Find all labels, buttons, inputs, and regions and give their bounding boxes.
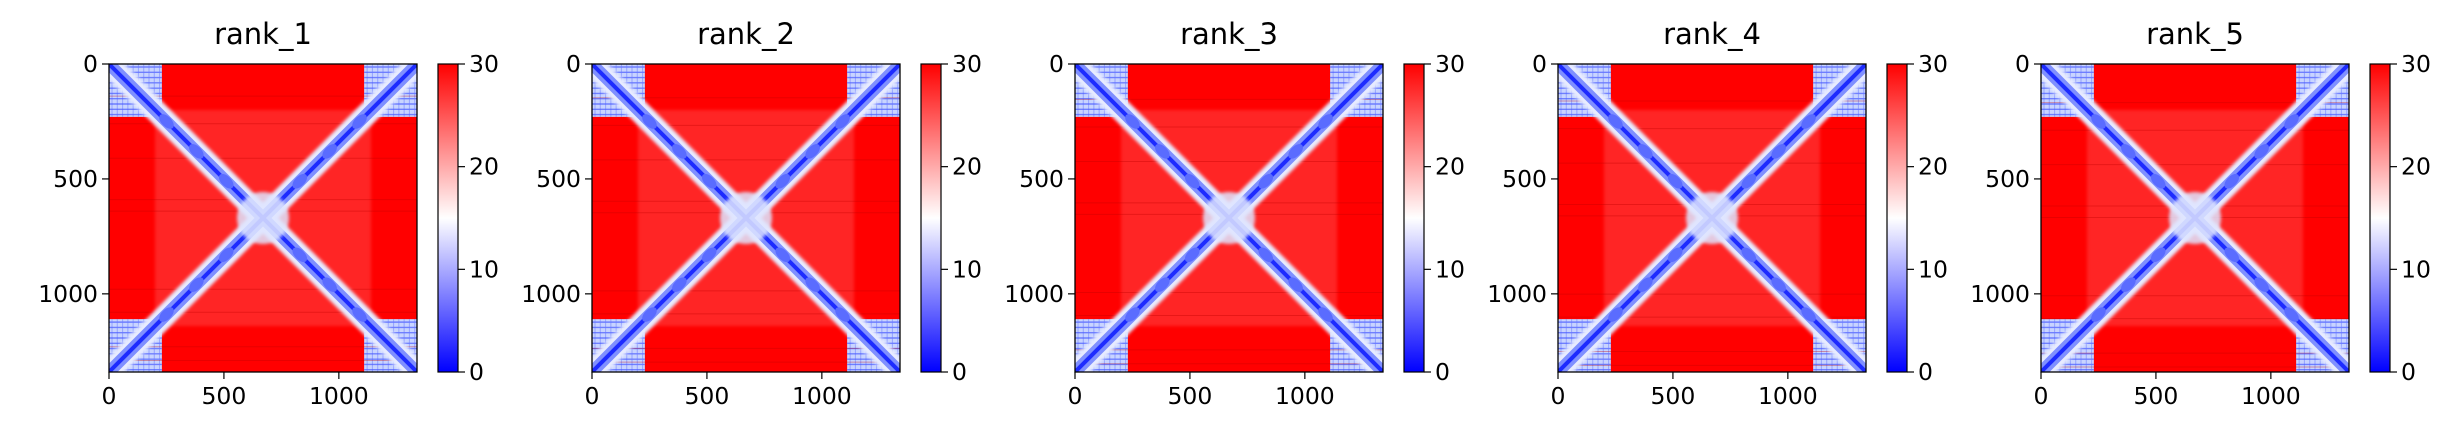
- heatmap-image: [592, 64, 900, 372]
- x-tick-label: 1000: [309, 382, 369, 410]
- y-tick-label: 1000: [521, 280, 581, 308]
- y-tick-label: 0: [2015, 50, 2030, 78]
- colorbar-tick-label: 10: [1918, 255, 1948, 283]
- diagonal-bands: [592, 64, 900, 372]
- y-tick-label: 500: [1502, 165, 1547, 193]
- diagonal-bands: [1075, 64, 1383, 372]
- colorbar-gradient: [2369, 63, 2391, 373]
- x-tick-label: 0: [585, 382, 600, 410]
- y-tick-label: 500: [53, 165, 98, 193]
- heatmap-frame: [1557, 63, 1867, 373]
- y-tick-label: 1000: [1487, 280, 1547, 308]
- x-tick-label: 500: [201, 382, 246, 410]
- diagonal-bands: [1558, 64, 1866, 372]
- colorbar-tick-label: 10: [469, 255, 499, 283]
- x-tick-label: 500: [1167, 382, 1212, 410]
- y-tick-label: 0: [566, 50, 581, 78]
- heatmap-panel-5: rank_5 0 0 500 500 1000 1000 0 10 20 30: [1970, 17, 2431, 410]
- colorbar: 0 10 20 30: [920, 50, 982, 386]
- colorbar-tick-label: 30: [1435, 50, 1465, 78]
- y-tick-label: 1000: [1004, 280, 1064, 308]
- x-tick-label: 500: [2133, 382, 2178, 410]
- colorbar: 0 10 20 30: [1886, 50, 1948, 386]
- colorbar-tick-label: 10: [952, 255, 982, 283]
- x-tick-label: 1000: [1275, 382, 1335, 410]
- x-tick-label: 0: [102, 382, 117, 410]
- y-tick-label: 1000: [1970, 280, 2030, 308]
- colorbar-tick-label: 20: [2401, 153, 2431, 181]
- heatmap-frame: [591, 63, 901, 373]
- panel-title: rank_5: [2146, 17, 2244, 51]
- colorbar-tick-label: 10: [2401, 255, 2431, 283]
- colorbar-tick-label: 20: [1435, 153, 1465, 181]
- colorbar-tick-label: 0: [469, 358, 484, 386]
- colorbar-tick-label: 30: [1918, 50, 1948, 78]
- colorbar-tick-label: 30: [2401, 50, 2431, 78]
- heatmap-image: [1075, 64, 1383, 372]
- colorbar-tick-label: 30: [469, 50, 499, 78]
- y-tick-label: 500: [536, 165, 581, 193]
- heatmap-frame: [108, 63, 418, 373]
- panel-title: rank_3: [1180, 17, 1278, 51]
- colorbar-tick-label: 0: [952, 358, 967, 386]
- diagonal-bands: [2041, 64, 2349, 372]
- heatmap-image: [2041, 64, 2349, 372]
- colorbar-tick-label: 20: [1918, 153, 1948, 181]
- heatmap-image: [1558, 64, 1866, 372]
- colorbar-gradient: [437, 63, 459, 373]
- heatmap-panel-2: rank_2 0 0 500 500 1000 1000 0 10 20 30: [521, 17, 982, 410]
- y-tick-label: 0: [1532, 50, 1547, 78]
- x-tick-label: 0: [1068, 382, 1083, 410]
- colorbar-tick-label: 20: [952, 153, 982, 181]
- colorbar-tick-label: 0: [1435, 358, 1450, 386]
- x-tick-label: 0: [1551, 382, 1566, 410]
- heatmap-frame: [1074, 63, 1384, 373]
- x-tick-label: 1000: [2241, 382, 2301, 410]
- colorbar-tick-label: 0: [1918, 358, 1933, 386]
- colorbar-gradient: [1403, 63, 1425, 373]
- y-tick-label: 0: [1049, 50, 1064, 78]
- colorbar: 0 10 20 30: [1403, 50, 1465, 386]
- heatmap-image: [109, 64, 417, 372]
- colorbar-gradient: [1886, 63, 1908, 373]
- heatmap-frame: [2040, 63, 2350, 373]
- x-tick-label: 1000: [792, 382, 852, 410]
- colorbar-tick-label: 20: [469, 153, 499, 181]
- heatmap-panel-3: rank_3 0 0 500 500 1000 1000 0 10 20 30: [1004, 17, 1465, 410]
- x-tick-label: 500: [684, 382, 729, 410]
- x-tick-label: 500: [1650, 382, 1695, 410]
- y-tick-label: 1000: [38, 280, 98, 308]
- colorbar: 0 10 20 30: [437, 50, 499, 386]
- heatmap-panel-1: rank_1 0 0 500 500 1000 1000 0 10 20 30: [38, 17, 499, 410]
- x-tick-label: 0: [2034, 382, 2049, 410]
- panel-title: rank_1: [214, 17, 312, 51]
- y-tick-label: 0: [83, 50, 98, 78]
- panel-title: rank_2: [697, 17, 795, 51]
- colorbar-gradient: [920, 63, 942, 373]
- x-tick-label: 1000: [1758, 382, 1818, 410]
- panel-title: rank_4: [1663, 17, 1761, 51]
- colorbar: 0 10 20 30: [2369, 50, 2431, 386]
- colorbar-tick-label: 30: [952, 50, 982, 78]
- heatmap-panel-4: rank_4 0 0 500 500 1000 1000 0 10 20 30: [1487, 17, 1948, 410]
- y-tick-label: 500: [1019, 165, 1064, 193]
- colorbar-tick-label: 0: [2401, 358, 2416, 386]
- diagonal-bands: [109, 64, 417, 372]
- y-tick-label: 500: [1985, 165, 2030, 193]
- colorbar-tick-label: 10: [1435, 255, 1465, 283]
